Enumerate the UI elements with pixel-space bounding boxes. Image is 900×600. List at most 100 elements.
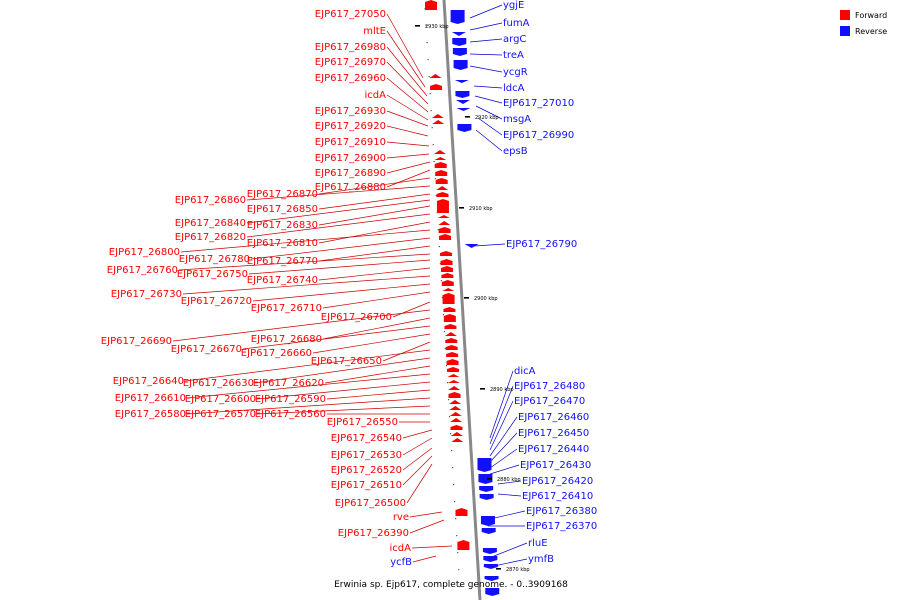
forward-gene-label[interactable]: EJP617_26840 (175, 218, 246, 229)
reverse-gene[interactable] (464, 244, 479, 248)
forward-gene-label[interactable]: EJP617_26970 (315, 57, 386, 68)
forward-gene-label[interactable]: EJP617_26510 (331, 480, 402, 491)
reverse-gene-label[interactable]: EJP617_26440 (518, 444, 589, 455)
forward-gene[interactable] (441, 273, 454, 278)
forward-gene-label[interactable]: EJP617_26630 (183, 378, 254, 389)
forward-gene[interactable] (449, 400, 461, 404)
forward-gene-label[interactable]: EJP617_26830 (247, 220, 318, 231)
forward-gene[interactable] (438, 221, 451, 225)
forward-gene-label[interactable]: EJP617_27050 (315, 9, 386, 20)
reverse-gene[interactable] (479, 486, 494, 492)
forward-gene[interactable] (457, 540, 470, 550)
forward-gene-label[interactable]: EJP617_26550 (327, 417, 398, 428)
reverse-gene[interactable] (456, 100, 470, 104)
forward-gene-label[interactable]: EJP617_26930 (315, 106, 386, 117)
reverse-gene-label[interactable]: dicA (514, 366, 536, 377)
forward-gene[interactable] (450, 418, 463, 422)
forward-gene[interactable] (443, 307, 456, 312)
forward-gene[interactable] (439, 234, 452, 240)
forward-gene-label[interactable]: EJP617_26770 (247, 256, 318, 267)
forward-gene-label[interactable]: EJP617_26810 (247, 238, 318, 249)
forward-gene[interactable] (447, 380, 460, 383)
forward-gene-label[interactable]: EJP617_26820 (175, 232, 246, 243)
forward-gene-label[interactable]: EJP617_26570 (185, 409, 256, 420)
forward-gene-label[interactable]: EJP617_26530 (331, 450, 402, 461)
forward-gene-label[interactable]: EJP617_26580 (115, 409, 186, 420)
forward-gene-label[interactable]: EJP617_26900 (315, 153, 386, 164)
reverse-gene[interactable] (485, 588, 500, 596)
forward-gene-label[interactable]: EJP617_26960 (315, 73, 386, 84)
forward-gene[interactable] (442, 288, 455, 291)
reverse-gene[interactable] (483, 556, 498, 562)
forward-gene-label[interactable]: EJP617_26750 (177, 269, 248, 280)
reverse-gene-label[interactable]: EJP617_26990 (503, 130, 574, 141)
reverse-gene[interactable] (453, 60, 468, 70)
forward-gene[interactable] (432, 120, 445, 124)
forward-gene[interactable] (441, 280, 454, 286)
forward-gene-label[interactable]: EJP617_26670 (171, 344, 242, 355)
forward-gene-label[interactable]: EJP617_26760 (107, 265, 178, 276)
reverse-gene-label[interactable]: EJP617_26430 (520, 460, 591, 471)
forward-gene-label[interactable]: EJP617_26620 (253, 378, 324, 389)
forward-gene-label[interactable]: EJP617_26660 (241, 348, 312, 359)
forward-gene-label[interactable]: EJP617_26540 (331, 433, 402, 444)
forward-gene[interactable] (440, 251, 453, 256)
forward-gene-label[interactable]: EJP617_26880 (315, 182, 386, 193)
reverse-gene[interactable] (480, 516, 495, 526)
forward-gene-label[interactable]: EJP617_26560 (255, 409, 326, 420)
reverse-gene-label[interactable]: msgA (503, 114, 531, 125)
forward-gene[interactable] (450, 425, 463, 430)
reverse-gene-label[interactable]: EJP617_26790 (506, 239, 577, 250)
forward-gene[interactable] (431, 114, 444, 118)
reverse-gene-label[interactable]: ldcA (503, 83, 525, 94)
forward-gene[interactable] (446, 359, 459, 365)
forward-gene[interactable] (443, 314, 456, 322)
reverse-gene[interactable] (479, 494, 494, 500)
reverse-gene[interactable] (482, 548, 497, 554)
forward-gene[interactable] (447, 367, 460, 372)
forward-gene-label[interactable]: EJP617_26860 (175, 195, 246, 206)
forward-gene-label[interactable]: EJP617_26700 (321, 312, 392, 323)
forward-gene[interactable] (450, 432, 463, 436)
forward-gene-label[interactable]: mltE (363, 26, 386, 37)
forward-gene[interactable] (440, 266, 453, 272)
forward-gene-label[interactable]: ycfB (390, 557, 412, 568)
forward-gene-label[interactable]: EJP617_26690 (101, 336, 172, 347)
forward-gene-label[interactable]: icdA (365, 90, 387, 101)
forward-gene-label[interactable]: EJP617_26800 (109, 247, 180, 258)
forward-gene[interactable] (429, 74, 442, 78)
reverse-gene-label[interactable]: EJP617_26410 (522, 491, 593, 502)
forward-gene-label[interactable]: EJP617_26500 (335, 498, 406, 509)
forward-gene-label[interactable]: EJP617_26910 (315, 137, 386, 148)
forward-gene[interactable] (448, 386, 461, 390)
reverse-gene[interactable] (484, 576, 499, 581)
forward-gene-label[interactable]: EJP617_26590 (255, 394, 326, 405)
forward-gene[interactable] (430, 84, 443, 90)
reverse-gene-label[interactable]: EJP617_26450 (518, 428, 589, 439)
reverse-gene-label[interactable]: EJP617_26460 (518, 412, 589, 423)
forward-gene-label[interactable]: EJP617_26920 (315, 121, 386, 132)
forward-gene-label[interactable]: EJP617_26610 (115, 393, 186, 404)
reverse-gene[interactable] (454, 80, 469, 83)
forward-gene-label[interactable]: EJP617_26980 (315, 42, 386, 53)
forward-gene[interactable] (445, 345, 458, 350)
forward-gene[interactable] (442, 293, 455, 304)
forward-gene[interactable] (425, 0, 437, 10)
reverse-gene[interactable] (450, 10, 465, 24)
forward-gene-label[interactable]: EJP617_26870 (247, 189, 318, 200)
forward-gene[interactable] (440, 259, 453, 265)
reverse-gene-label[interactable]: EJP617_27010 (503, 98, 574, 109)
reverse-gene[interactable] (457, 124, 472, 132)
reverse-gene-label[interactable]: rluE (528, 538, 548, 549)
reverse-gene[interactable] (478, 474, 493, 484)
forward-gene[interactable] (446, 352, 459, 357)
forward-gene[interactable] (435, 178, 448, 184)
forward-gene-label[interactable]: EJP617_26730 (111, 289, 182, 300)
forward-gene-label[interactable]: EJP617_26780 (179, 254, 250, 265)
forward-gene[interactable] (435, 170, 448, 176)
reverse-gene-label[interactable]: EJP617_26420 (522, 476, 593, 487)
forward-gene[interactable] (444, 324, 457, 329)
reverse-gene[interactable] (452, 38, 467, 46)
forward-gene-label[interactable]: EJP617_26740 (247, 275, 318, 286)
forward-gene-label[interactable]: EJP617_26650 (311, 356, 382, 367)
